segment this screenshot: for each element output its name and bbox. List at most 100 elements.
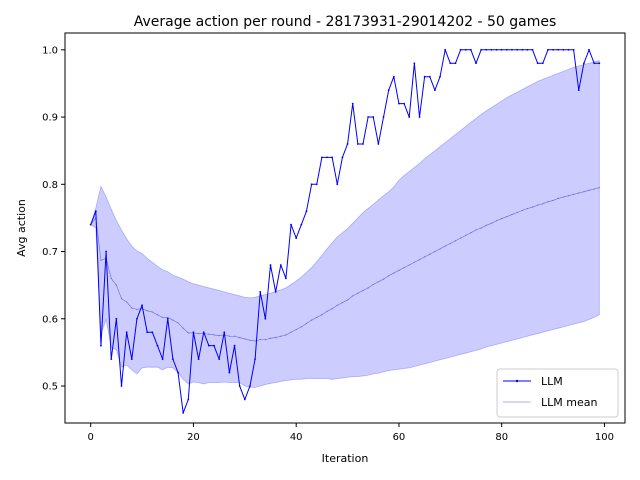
llm-mean-point	[239, 337, 241, 339]
llm-mean-point	[424, 256, 426, 258]
legend: LLM LLM mean	[496, 368, 619, 418]
llm-mean-point	[557, 197, 559, 200]
series-llm-mean-line	[90, 187, 600, 342]
llm-mean-point	[531, 206, 534, 208]
llm-point	[136, 317, 138, 320]
llm-mean-point	[465, 234, 467, 236]
llm-point	[331, 156, 334, 159]
llm-mean-point	[321, 314, 323, 316]
llm-point	[346, 143, 349, 145]
llm-point	[516, 48, 519, 51]
llm-point	[382, 116, 385, 118]
llm-mean-point	[187, 332, 189, 334]
llm-mean-point	[244, 338, 246, 340]
llm-point	[469, 48, 472, 51]
y-tick-label: 0.9	[42, 113, 58, 124]
llm-mean-point	[490, 222, 493, 224]
llm-point	[454, 62, 457, 65]
llm-point	[192, 331, 195, 334]
llm-point	[207, 344, 210, 347]
llm-point	[377, 143, 380, 145]
llm-point	[593, 62, 596, 65]
llm-mean-point	[172, 319, 174, 321]
llm-point	[413, 62, 416, 65]
llm-mean-point	[177, 322, 179, 324]
llm-point	[120, 385, 123, 387]
llm-mean-point	[182, 327, 184, 329]
llm-mean-point	[372, 283, 374, 286]
llm-mean-point	[495, 220, 498, 222]
llm-mean-point	[208, 333, 210, 335]
llm-mean-point	[526, 207, 528, 210]
llm-point	[141, 304, 143, 307]
llm-point	[449, 62, 452, 65]
x-tick-label: 80	[495, 432, 508, 443]
llm-mean-point	[449, 242, 451, 245]
llm-point	[223, 331, 226, 334]
llm-mean-point	[444, 245, 446, 247]
llm-mean-point	[264, 339, 266, 341]
llm-point	[269, 264, 272, 266]
llm-mean-point	[598, 187, 600, 189]
llm-mean-point	[259, 339, 261, 341]
llm-mean-point	[516, 211, 518, 214]
llm-mean-point	[521, 209, 523, 212]
llm-mean-point	[126, 301, 128, 303]
llm-mean-point	[408, 264, 410, 266]
llm-point	[105, 250, 107, 253]
llm-point	[439, 75, 441, 78]
llm-point	[459, 48, 462, 51]
llm-point	[315, 183, 318, 186]
llm-point	[418, 116, 421, 118]
llm-mean-point	[352, 295, 354, 297]
llm-point	[305, 210, 308, 213]
llm-mean-point	[578, 192, 580, 194]
llm-mean-point	[162, 316, 164, 319]
llm-mean-point	[367, 287, 369, 289]
llm-point	[403, 102, 405, 105]
y-axis: 0.5 0.6 0.7 0.8 0.9 1.0	[42, 45, 65, 393]
llm-mean-point	[218, 334, 220, 337]
llm-mean-point	[269, 337, 272, 339]
llm-point	[249, 385, 251, 387]
llm-point	[300, 223, 303, 226]
llm-point	[100, 344, 102, 347]
llm-mean-point	[120, 298, 123, 300]
y-axis-label: Avg action	[15, 199, 28, 257]
llm-point	[290, 223, 292, 226]
llm-mean-point	[434, 250, 436, 253]
llm-point	[547, 48, 549, 51]
llm-point	[511, 48, 513, 51]
llm-point	[326, 156, 328, 159]
llm-mean-point	[552, 199, 554, 202]
llm-mean-point	[311, 319, 313, 321]
llm-point	[341, 156, 344, 159]
llm-mean-point	[470, 232, 472, 234]
llm-mean-point	[485, 224, 487, 226]
llm-point	[557, 48, 560, 51]
axes-frame	[64, 32, 626, 424]
llm-mean-point	[480, 227, 482, 229]
x-axis-label: Iteration	[322, 452, 369, 465]
llm-point	[392, 75, 395, 78]
llm-mean-point	[588, 189, 590, 191]
llm-point	[423, 75, 426, 78]
llm-point	[521, 48, 524, 51]
chart-title: Average action per round - 28173931-2901…	[134, 14, 557, 30]
x-tick-label: 20	[187, 432, 200, 443]
llm-mean-point	[542, 203, 544, 205]
llm-point	[218, 358, 221, 361]
llm-point	[254, 358, 256, 361]
llm-mean-point	[346, 299, 349, 301]
llm-point	[94, 210, 97, 213]
llm-point	[367, 116, 370, 118]
x-tick-label: 40	[290, 432, 303, 443]
llm-point	[310, 183, 313, 186]
llm-point	[444, 48, 447, 51]
llm-point	[490, 48, 493, 51]
llm-mean-point	[115, 284, 117, 286]
llm-point	[238, 385, 241, 387]
llm-mean-point	[167, 316, 169, 319]
llm-point	[572, 48, 575, 51]
